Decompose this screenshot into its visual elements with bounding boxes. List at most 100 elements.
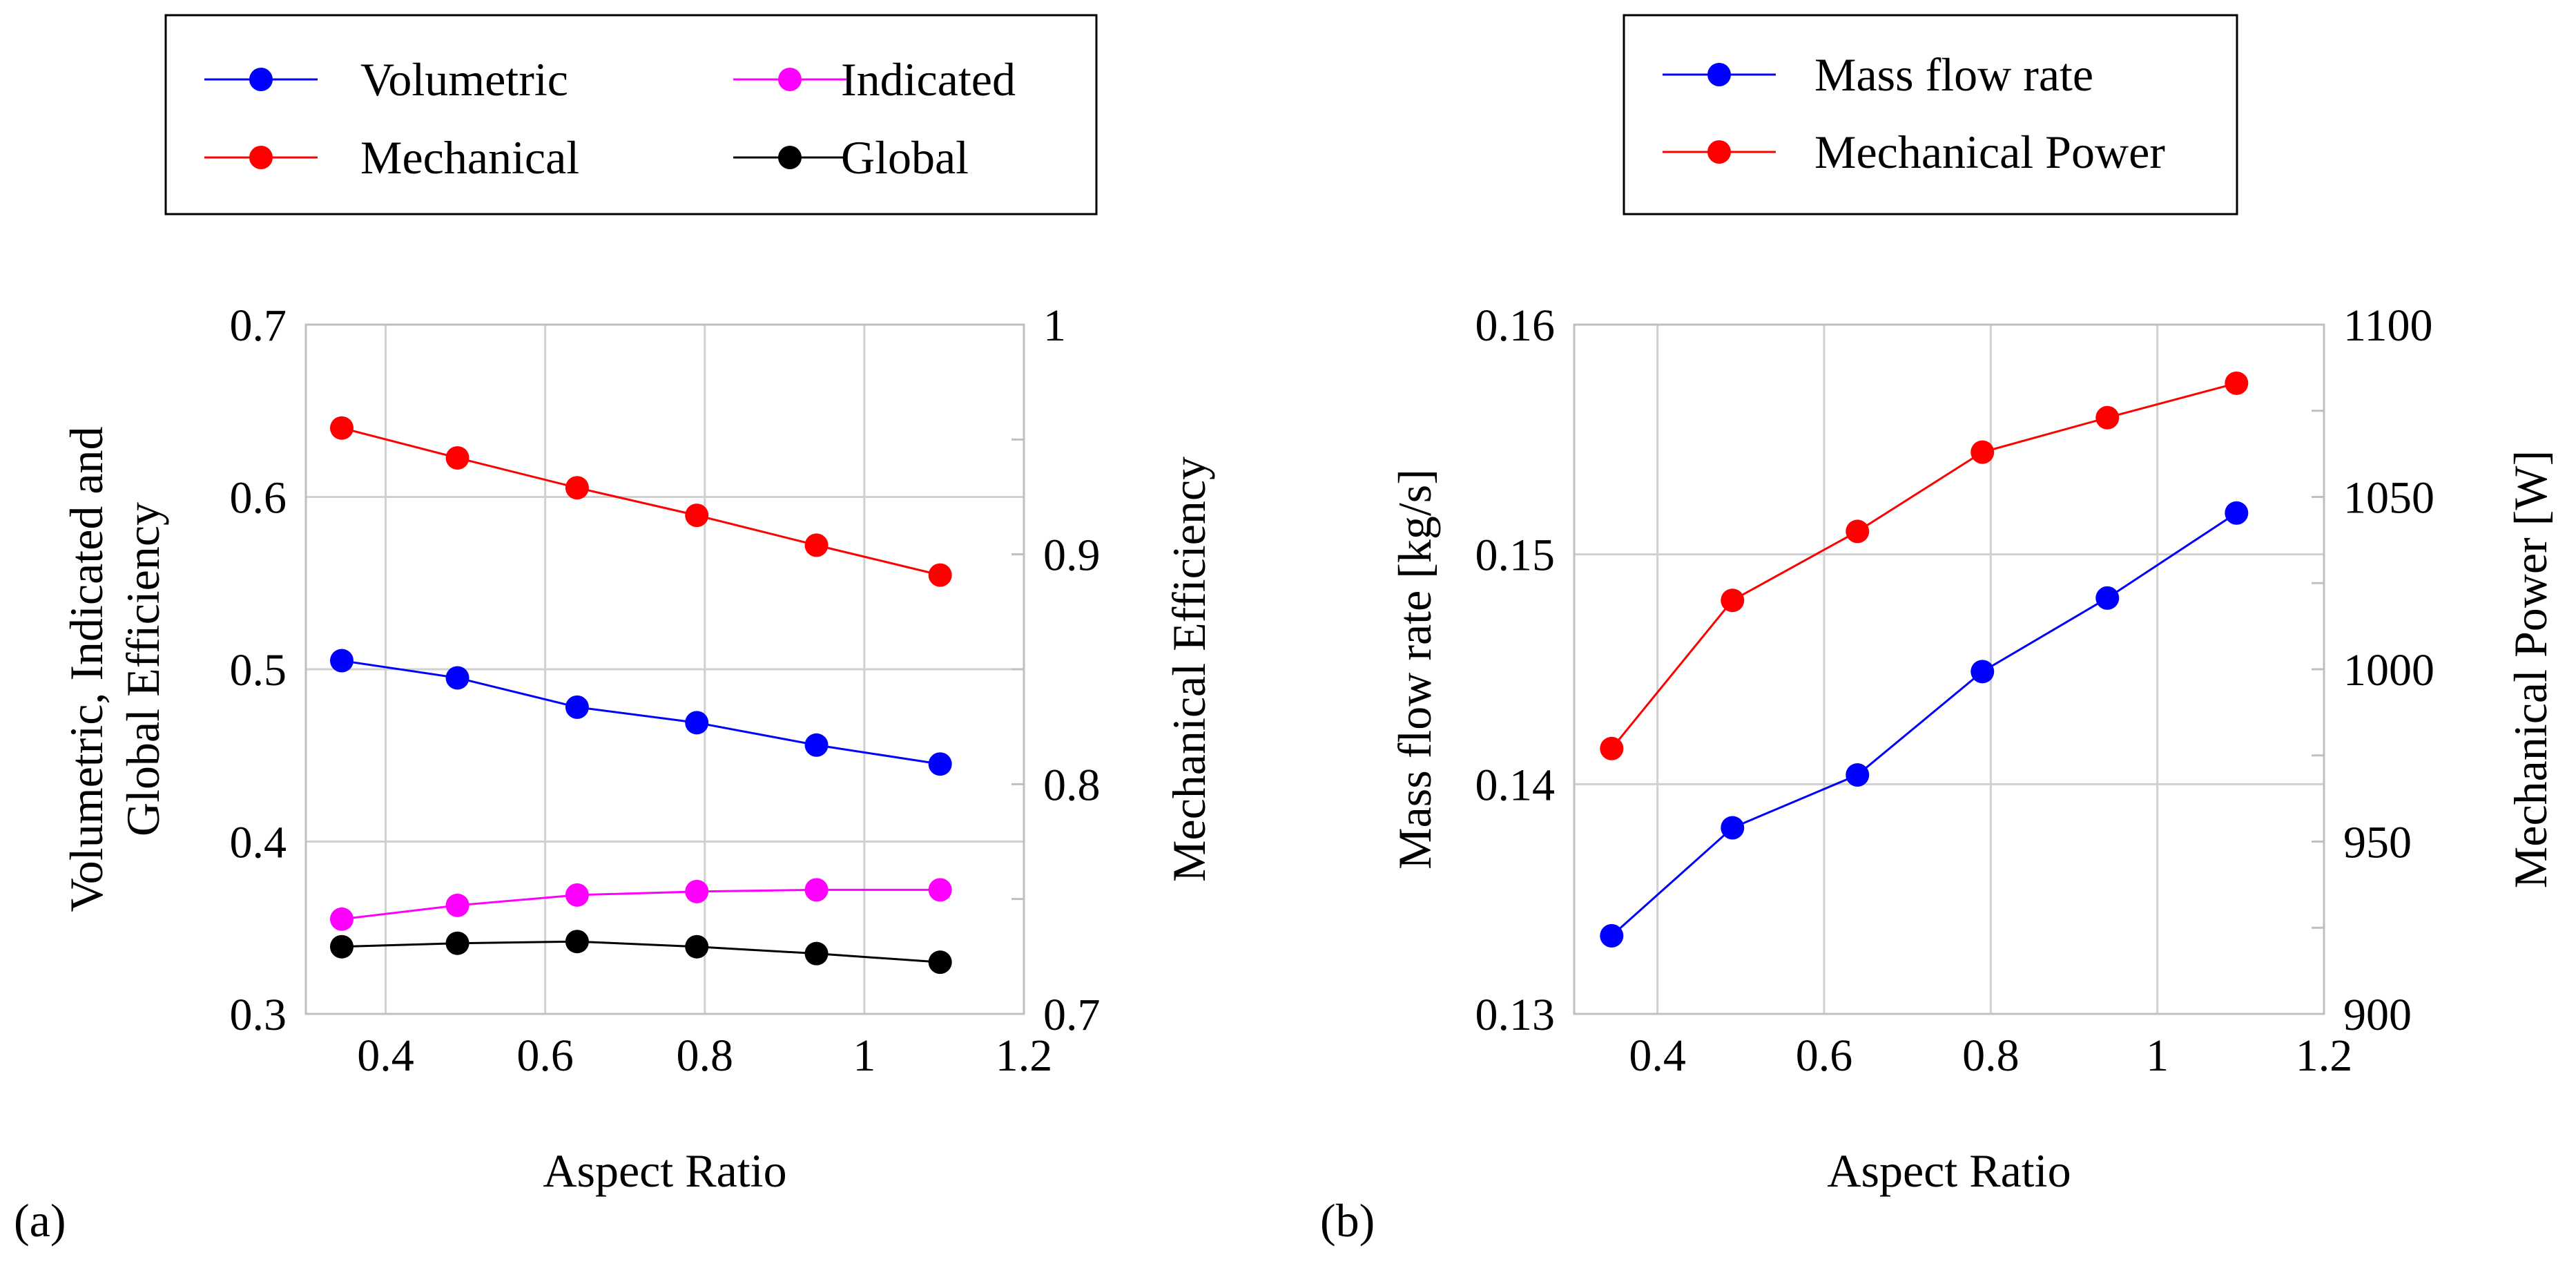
series-b [1600,372,2248,948]
legend-b-marker-mass-flow [1707,63,1731,86]
data-point-global [929,950,952,974]
data-point-indicated [446,894,469,917]
ticks-b: 0.4 0.6 0.8 1 1.2 0.13 0.14 0.15 0.16 900 950 1000 1… [1475,300,2435,1081]
data-point-mechanical [330,416,354,440]
series-line-global [342,941,940,962]
x-tick-label-a: 0.6 [516,1030,574,1081]
panel-a: Volumetric Indicated Mechanical Global 0… [14,15,1215,1247]
data-point-volumetric [330,649,354,673]
x-axis-label-a: Aspect Ratio [543,1144,786,1197]
data-point-mechanical [446,446,469,470]
y-axis-label-b: Mass flow rate [kg/s] [1388,469,1441,870]
legend-a-label-volumetric: Volumetric [360,53,568,106]
data-point-mechanical [929,564,952,587]
panel-label-a: (a) [14,1194,66,1247]
data-point-mechanical-power [1970,441,1994,464]
series-line-mechanical-power [1611,383,2236,749]
data-point-global [805,942,829,966]
data-point-mass-flow-rate [2095,586,2119,610]
data-point-mass-flow-rate [1721,816,1744,840]
data-point-indicated [685,880,708,903]
legend-b: Mass flow rate Mechanical Power [1624,15,2237,214]
x-axis-label-b: Aspect Ratio [1827,1144,2071,1197]
series-line-indicated [342,890,940,919]
y2-tick-label-a: 0.8 [1043,760,1101,810]
legend-a-marker-mechanical [249,146,273,169]
data-point-global [446,932,469,955]
legend-a-marker-global [778,146,802,169]
y2-tick-label-b: 950 [2343,818,2412,868]
panel-label-b: (b) [1320,1194,1375,1247]
y2-tick-label-b: 1100 [2343,300,2433,351]
y-tick-label-b: 0.14 [1475,760,1556,810]
y2-axis-label-b: Mechanical Power [W] [2504,450,2557,888]
y2-tick-label-b: 900 [2343,990,2412,1040]
x-tick-label-b: 1 [2146,1030,2169,1081]
series-line-mechanical [342,428,940,575]
data-point-global [685,935,708,959]
legend-b-marker-mech-power [1707,140,1731,164]
legend-b-label-mech-power: Mechanical Power [1814,126,2165,178]
panel-b: Mass flow rate Mechanical Power 0.4 0.6 0.… [1320,15,2557,1247]
series-line-volumetric [342,661,940,765]
legend-a-marker-volumetric [249,68,273,91]
y2-axis-label-a: Mechanical Efficiency [1163,457,1215,882]
y-tick-label-a: 0.7 [230,300,287,351]
legend-a-label-global: Global [841,131,969,184]
y2-tick-label-a: 0.9 [1043,530,1101,581]
data-point-global [565,930,589,953]
legend-a-label-indicated: Indicated [841,53,1016,106]
data-point-indicated [929,878,952,901]
x-tick-label-b: 0.4 [1629,1030,1686,1081]
x-tick-label-b: 0.8 [1962,1030,2020,1081]
data-point-indicated [565,883,589,907]
ticks-a: 0.4 0.6 0.8 1 1.2 0.3 0.4 0.5 0.6 0.7 0.7 0.8 0.9 1 [230,300,1101,1081]
figure: Volumetric Indicated Mechanical Global 0… [0,0,2576,1266]
data-point-mechanical-power [1721,588,1744,612]
data-point-mechanical [685,503,708,527]
series-line-mass-flow-rate [1611,513,2236,936]
data-point-mechanical-power [2095,406,2119,430]
y-tick-label-b: 0.15 [1475,530,1556,581]
y2-tick-label-a: 0.7 [1043,990,1101,1040]
plot-area-b [1574,325,2324,1014]
legend-a-marker-indicated [778,68,802,91]
x-tick-label-a: 0.8 [677,1030,734,1081]
data-point-volumetric [929,752,952,776]
x-tick-label-a: 1 [853,1030,875,1081]
y-axis-label-a-line2: Global Efficiency [117,502,169,836]
grid-b [1574,325,2324,1014]
data-point-volumetric [685,711,708,734]
legend-a-label-mechanical: Mechanical [360,131,579,184]
data-point-mass-flow-rate [1600,924,1623,948]
y2-tick-label-b: 1000 [2343,645,2434,696]
data-point-mass-flow-rate [2225,501,2248,525]
data-point-indicated [805,878,829,901]
legend-a-box [166,15,1096,214]
x-tick-label-b: 0.6 [1796,1030,1853,1081]
data-point-mechanical [565,476,589,499]
data-point-mechanical-power [1846,519,1869,543]
x-tick-label-a: 0.4 [357,1030,414,1081]
y2-tick-label-b: 1050 [2343,473,2434,524]
y-tick-label-a: 0.3 [230,990,287,1040]
y-tick-label-b: 0.13 [1475,990,1556,1040]
data-point-mass-flow-rate [1970,660,1994,683]
data-point-mechanical-power [1600,737,1623,760]
y-tick-label-a: 0.6 [230,473,287,524]
data-point-mass-flow-rate [1846,763,1869,787]
data-point-volumetric [565,696,589,719]
legend-a: Volumetric Indicated Mechanical Global [166,15,1096,214]
data-point-volumetric [446,666,469,689]
y-tick-label-a: 0.5 [230,645,287,696]
legend-b-label-mass-flow: Mass flow rate [1814,48,2093,101]
y-axis-label-a-line1: Volumetric, Indicated and [60,426,113,912]
data-point-mechanical [805,533,829,557]
y-tick-label-a: 0.4 [230,818,287,868]
data-point-indicated [330,908,354,931]
data-point-mechanical-power [2225,372,2248,395]
data-point-volumetric [805,733,829,757]
y2-tick-label-a: 1 [1043,300,1066,351]
series-a [330,416,952,974]
legend-b-box [1624,15,2237,214]
